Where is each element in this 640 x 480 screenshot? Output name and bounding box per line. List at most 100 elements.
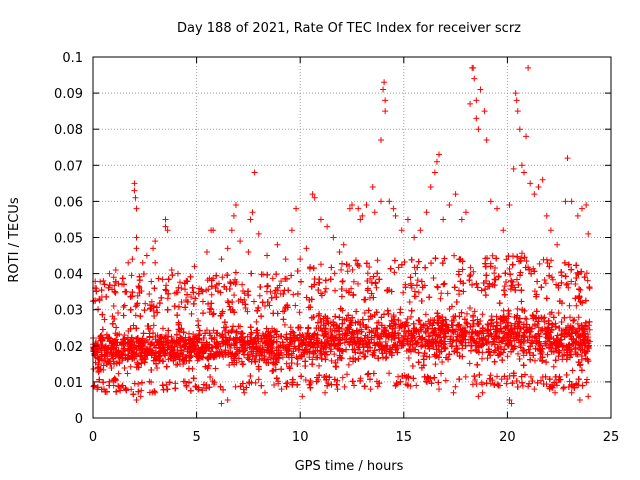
data-point [412, 293, 419, 300]
data-point [405, 322, 412, 329]
data-point [407, 313, 414, 320]
data-point [178, 299, 185, 306]
data-point [382, 355, 389, 362]
data-point [539, 327, 546, 334]
data-point [471, 308, 478, 315]
data-point [527, 373, 534, 380]
data-point [459, 266, 466, 273]
data-point [159, 276, 166, 283]
data-point [462, 373, 469, 380]
data-point [339, 278, 346, 285]
data-point [442, 377, 449, 384]
data-point [275, 378, 282, 385]
data-point [334, 377, 341, 384]
data-point [239, 281, 246, 288]
data-point [354, 280, 361, 287]
data-point [375, 319, 382, 326]
data-point [404, 315, 411, 322]
data-point [115, 370, 122, 377]
data-point [489, 252, 496, 259]
data-point [414, 277, 421, 284]
data-point [448, 333, 455, 340]
data-point [395, 264, 402, 271]
data-point [162, 286, 169, 293]
data-point [101, 316, 108, 323]
grid-lines [93, 57, 611, 418]
data-point [203, 287, 210, 294]
data-point [203, 327, 210, 334]
data-point [407, 383, 414, 390]
data-point [361, 309, 368, 316]
data-point [219, 274, 226, 281]
data-point [503, 256, 510, 263]
data-point [271, 381, 278, 388]
data-point [155, 275, 162, 282]
data-point [509, 282, 516, 289]
data-point [138, 387, 145, 394]
data-point [316, 362, 323, 369]
data-point [467, 264, 474, 271]
data-point [250, 298, 257, 305]
data-point [525, 383, 532, 390]
data-point [523, 316, 530, 323]
data-point [395, 373, 402, 380]
data-point [185, 330, 192, 337]
data-point [110, 303, 117, 310]
data-point [400, 289, 407, 296]
data-point [374, 383, 381, 390]
data-point [519, 382, 526, 389]
data-point [281, 321, 288, 328]
data-point [498, 376, 505, 383]
data-point [500, 349, 507, 356]
data-point [465, 339, 472, 346]
data-point [290, 291, 297, 298]
data-point [144, 322, 151, 329]
data-point [504, 353, 511, 360]
data-point [540, 256, 547, 263]
data-point [208, 291, 215, 298]
data-point [226, 362, 233, 369]
data-point [127, 363, 134, 370]
data-point [206, 309, 213, 316]
data-point [575, 314, 582, 321]
data-point [210, 327, 217, 334]
data-point [130, 322, 137, 329]
data-point [306, 354, 313, 361]
data-point [374, 257, 381, 264]
data-point [549, 384, 556, 391]
data-point [271, 290, 278, 297]
data-point [283, 360, 290, 367]
data-point [226, 303, 233, 310]
data-point [548, 257, 555, 264]
data-point [470, 268, 477, 275]
data-point [586, 326, 593, 333]
data-point [423, 353, 430, 360]
data-point [467, 305, 474, 312]
data-point [555, 309, 562, 316]
data-point [544, 351, 551, 358]
data-point [357, 375, 364, 382]
data-point [269, 325, 276, 332]
data-point [536, 260, 543, 267]
data-point [456, 291, 463, 298]
data-point [263, 288, 270, 295]
data-point [542, 280, 549, 287]
data-point [213, 281, 220, 288]
data-point [204, 355, 211, 362]
data-point [132, 312, 139, 319]
data-point [269, 368, 276, 375]
data-point [412, 270, 419, 277]
data-point [531, 357, 538, 364]
data-point [177, 279, 184, 286]
data-point [341, 317, 348, 324]
data-point [567, 351, 574, 358]
data-point [386, 370, 393, 377]
data-point [148, 298, 155, 305]
data-point [317, 261, 324, 268]
data-point [148, 379, 155, 386]
data-point [325, 329, 332, 336]
data-point [451, 252, 458, 259]
data-point [406, 298, 413, 305]
data-point [440, 281, 447, 288]
data-point [296, 331, 303, 338]
